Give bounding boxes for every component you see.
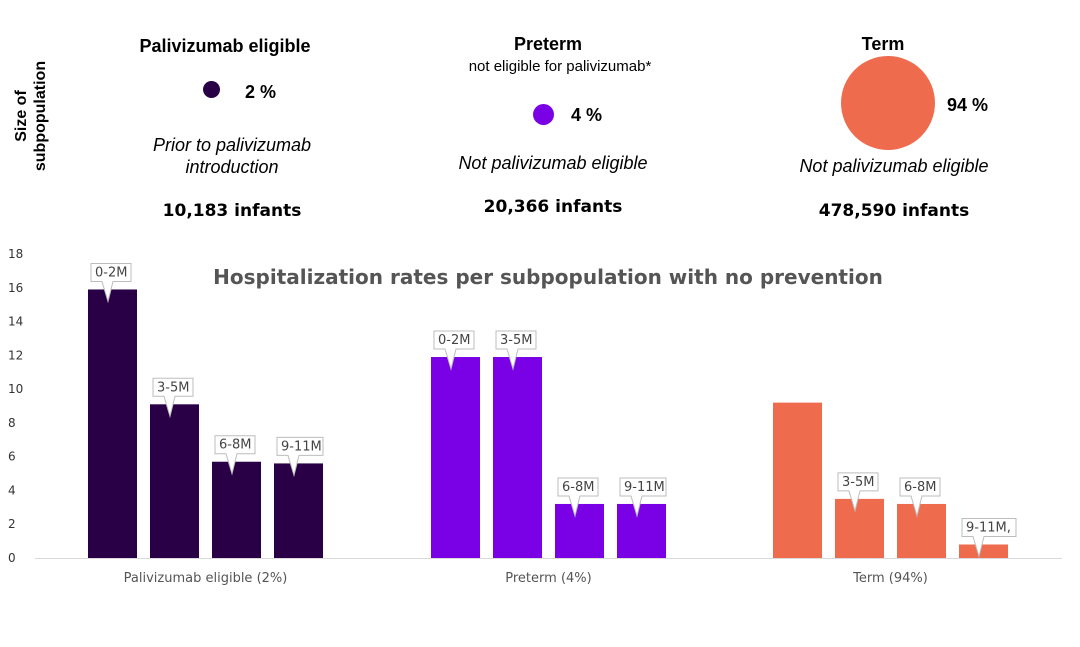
count-term: 478,590 infants xyxy=(818,201,970,221)
callout-box xyxy=(152,377,194,419)
note-palivizumab: Prior to palivizumab introduction xyxy=(152,135,312,177)
bar xyxy=(773,402,822,558)
bar xyxy=(88,289,137,558)
group-title-palivizumab: Palivizumab eligible xyxy=(139,36,311,56)
bar-data-label: 9-11M xyxy=(276,436,324,478)
bar xyxy=(431,357,480,558)
bar xyxy=(959,544,1008,558)
bar-data-label: 6-8M xyxy=(899,477,941,518)
note-preterm: Not palivizumab eligible xyxy=(458,153,648,173)
y-tick-label: 10 xyxy=(8,382,23,396)
callout-box xyxy=(619,477,667,518)
bar-data-label: 3-5M xyxy=(152,377,194,419)
callout-box xyxy=(276,436,324,478)
x-category-label: Term (94%) xyxy=(852,571,928,586)
callout-box xyxy=(90,262,132,304)
bar-data-label: 9-11M xyxy=(619,477,667,518)
bar-data-label: 3-5M xyxy=(495,330,537,371)
callout-box xyxy=(899,477,941,518)
bar-label-text: 3-5M xyxy=(500,333,532,348)
y-tick-label: 0 xyxy=(8,551,16,565)
bar-data-label: 6-8M xyxy=(557,477,599,518)
y-tick-label: 18 xyxy=(8,247,23,261)
size-dot-preterm xyxy=(533,104,554,125)
y-tick-label: 14 xyxy=(8,315,23,329)
chart-title: Hospitalization rates per subpopulation … xyxy=(213,265,883,289)
bar-label-text: 6-8M xyxy=(562,480,594,495)
callout-box xyxy=(557,477,599,518)
bar-label-text: 9-11M xyxy=(624,480,665,495)
group-subtitle-preterm: not eligible for palivizumab* xyxy=(468,58,652,75)
bar xyxy=(897,503,946,558)
bar-label-text: 9-11M xyxy=(281,439,322,454)
callout-box xyxy=(495,330,537,371)
size-dot-palivizumab xyxy=(203,81,220,98)
note-term: Not palivizumab eligible xyxy=(799,156,989,176)
y-tick-label: 8 xyxy=(8,416,16,430)
callout-box xyxy=(214,435,256,476)
x-category-label: Palivizumab eligible (2%) xyxy=(124,571,288,586)
bar-label-text: 0-2M xyxy=(95,265,127,280)
bar-data-label: 6-8M xyxy=(214,435,256,476)
y-tick-label: 16 xyxy=(8,281,23,295)
bar-label-text: 3-5M xyxy=(157,380,189,395)
bar xyxy=(274,463,323,558)
hospitalization-bar-chart: 0 2 4 6 8 10 12 14 16 18 Hospitalization rates per… xyxy=(8,247,1062,586)
y-tick-label: 2 xyxy=(8,517,16,531)
bar xyxy=(555,503,604,558)
bar-label-text: 0-2M xyxy=(438,333,470,348)
callout-box xyxy=(433,330,475,371)
share-term: 94 % xyxy=(947,95,989,115)
group-title-term: Term xyxy=(861,34,905,54)
bar-data-label: 0-2M xyxy=(433,330,475,371)
callout-box xyxy=(961,517,1017,559)
y-tick-label: 6 xyxy=(8,450,16,464)
bar xyxy=(150,404,199,558)
side-axis-label: Size of subpopulation xyxy=(13,60,49,172)
bar-data-label: 0-2M xyxy=(90,262,132,304)
count-palivizumab: 10,183 infants xyxy=(162,201,302,221)
share-palivizumab: 2 % xyxy=(245,82,277,102)
bar-data-label: 9-11M, xyxy=(961,517,1017,559)
count-preterm: 20,366 infants xyxy=(483,197,623,217)
y-tick-label: 4 xyxy=(8,483,16,497)
y-tick-label: 12 xyxy=(8,348,23,362)
bar xyxy=(493,357,542,558)
bar-label-text: 9-11M, xyxy=(966,520,1011,535)
bar xyxy=(835,498,884,558)
share-preterm: 4 % xyxy=(571,105,603,125)
bar-label-text: 6-8M xyxy=(219,438,251,453)
bar xyxy=(212,461,261,558)
callout-box xyxy=(837,472,879,513)
size-dot-term xyxy=(841,56,935,150)
bar-label-text: 3-5M xyxy=(842,475,874,490)
bar xyxy=(617,503,666,558)
group-title-preterm: Preterm xyxy=(513,34,583,54)
bar-data-label: 3-5M xyxy=(837,472,879,513)
bar-label-text: 6-8M xyxy=(904,480,936,495)
x-category-label: Preterm (4%) xyxy=(505,571,591,586)
